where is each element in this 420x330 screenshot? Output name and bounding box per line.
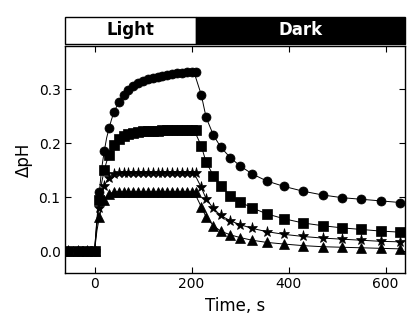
X-axis label: Time, s: Time, s — [205, 297, 265, 315]
Text: Light: Light — [107, 21, 155, 39]
Y-axis label: ΔpH: ΔpH — [15, 142, 33, 177]
Bar — [197, 17, 405, 44]
Text: Dark: Dark — [278, 21, 323, 39]
Bar — [66, 17, 197, 44]
